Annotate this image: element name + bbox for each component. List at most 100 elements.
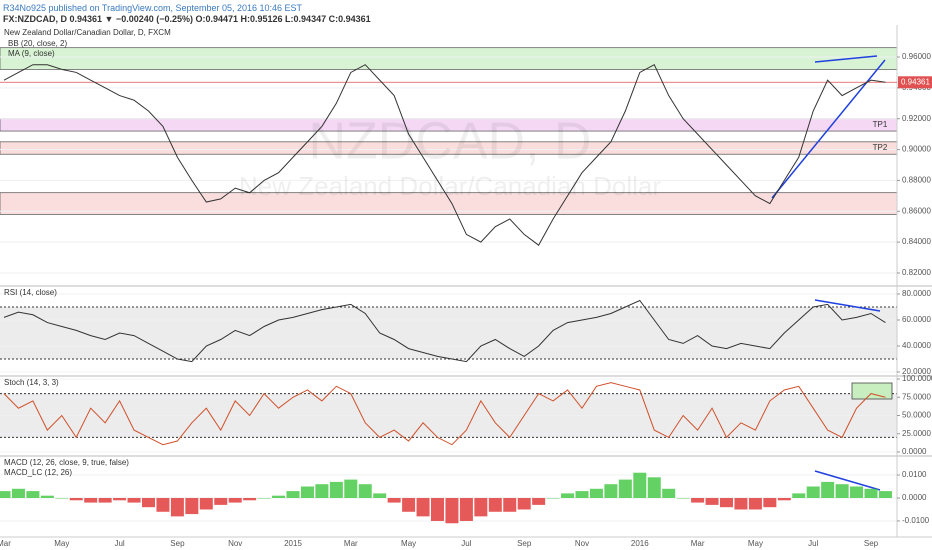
y-tick-label: 0.90000 [902,145,931,154]
x-tick-label: Sep [170,539,185,548]
histogram-bar [286,491,300,498]
histogram-bar [243,497,257,501]
histogram-bar [488,497,502,512]
histogram-bar [358,484,372,498]
trend-line [814,470,881,491]
histogram-bar [344,479,358,498]
histogram-bar [69,497,83,501]
histogram-bar [691,497,705,503]
histogram-bar [127,497,141,503]
x-tick-label: Mar [344,539,358,548]
x-tick-label: Mar [691,539,705,548]
histogram-bar [0,491,11,498]
histogram-bar [185,497,199,515]
histogram-bar [40,495,54,498]
y-tick-label: 0.0000 [902,493,927,502]
x-tick-label: Jul [808,539,818,548]
last-price-label: 0.94361 [901,77,930,86]
x-tick-label: Sep [864,539,879,548]
histogram-bar [864,488,878,498]
trend-line [814,299,881,312]
histogram-bar [517,497,531,510]
header-line1: R34No925 published on TradingView.com, S… [3,3,303,13]
histogram-bar [26,491,40,498]
histogram-bar [532,497,546,505]
trend-line [814,55,878,63]
y-tick-label: 80.0000 [902,289,931,298]
y-tick-label: 40.0000 [902,341,931,350]
y-tick-label: 0.84000 [902,237,931,246]
histogram-bar [402,497,416,512]
histogram-bar [561,493,575,498]
x-tick-label: May [748,539,763,548]
y-tick-label: 0.0100 [902,470,927,479]
histogram-bar [416,497,430,517]
x-tick-label: Nov [575,539,589,548]
x-tick-label: Jul [114,539,124,548]
histogram-bar [445,497,459,524]
histogram-bar [141,497,156,508]
background-layer [0,47,932,522]
histogram-bar [878,491,892,498]
panel-title: New Zealand Dollar/Canadian Dollar, D, F… [4,28,171,37]
x-tick-label: Nov [228,539,242,548]
zone-label: TP1 [873,120,888,129]
histogram-bar [113,497,127,501]
watermark: NZDCAD, D [308,113,591,171]
histogram-bar [170,497,184,517]
x-tick-label: Sep [517,539,532,548]
series-line [3,64,886,246]
y-tick-label: -0.0100 [902,516,930,525]
histogram-bar [618,479,632,498]
histogram-bar [575,491,589,498]
x-tick-label: Jul [461,539,471,548]
indicator-label: BB (20, close, 2) [8,39,67,48]
y-tick-label: 0.82000 [902,268,931,277]
last-price-tag [898,76,932,89]
histogram-bar [821,481,835,498]
panel-title: MACD (12, 26, close, 9, true, false) [4,458,129,467]
watermark-sub: New Zealand Dollar/Canadian Dollar [239,171,661,201]
histogram-bar [589,488,603,498]
histogram-bar [214,497,228,505]
x-tick-label: Mar [0,539,11,548]
histogram-bar [633,472,647,498]
histogram-bar [792,493,806,498]
series-line [3,382,886,446]
histogram-bar [430,497,445,521]
x-tick-label: May [54,539,69,548]
histogram-bar [474,497,488,517]
histogram-bar [272,495,286,498]
histogram-bar [156,497,170,512]
y-tick-label: 60.0000 [902,315,931,324]
x-tick-label: 2015 [284,539,302,548]
histogram-bar [676,497,690,499]
panel-subtitle: MACD_LC (12, 26) [4,468,72,477]
y-tick-label: 0.88000 [902,176,931,185]
y-tick-label: 0.92000 [902,114,931,123]
histogram-bar [98,497,112,503]
histogram-bar [777,497,791,501]
histogram-bar [228,497,242,503]
histogram-bar [806,486,820,498]
histogram-bar [763,497,777,508]
histogram-bar [835,484,849,498]
histogram-bar [257,497,271,499]
histogram-bar [604,484,618,498]
histogram-bar [850,486,864,498]
histogram-bar [315,484,329,498]
series-line [3,299,886,363]
histogram-bar [300,486,314,498]
histogram-bar [199,497,213,510]
histogram-bar [719,497,734,508]
panel-title: Stoch (14, 3, 3) [4,378,59,387]
y-tick-label: 20.0000 [902,367,931,376]
histogram-bar [705,497,719,505]
histogram-bar [459,497,473,521]
y-tick-label: 0.0000 [902,447,927,456]
y-tick-label: 0.86000 [902,206,931,215]
histogram-bar [11,488,25,498]
y-tick-label: 25.0000 [902,429,931,438]
histogram-bar [329,481,343,498]
x-tick-label: 2016 [631,539,649,548]
